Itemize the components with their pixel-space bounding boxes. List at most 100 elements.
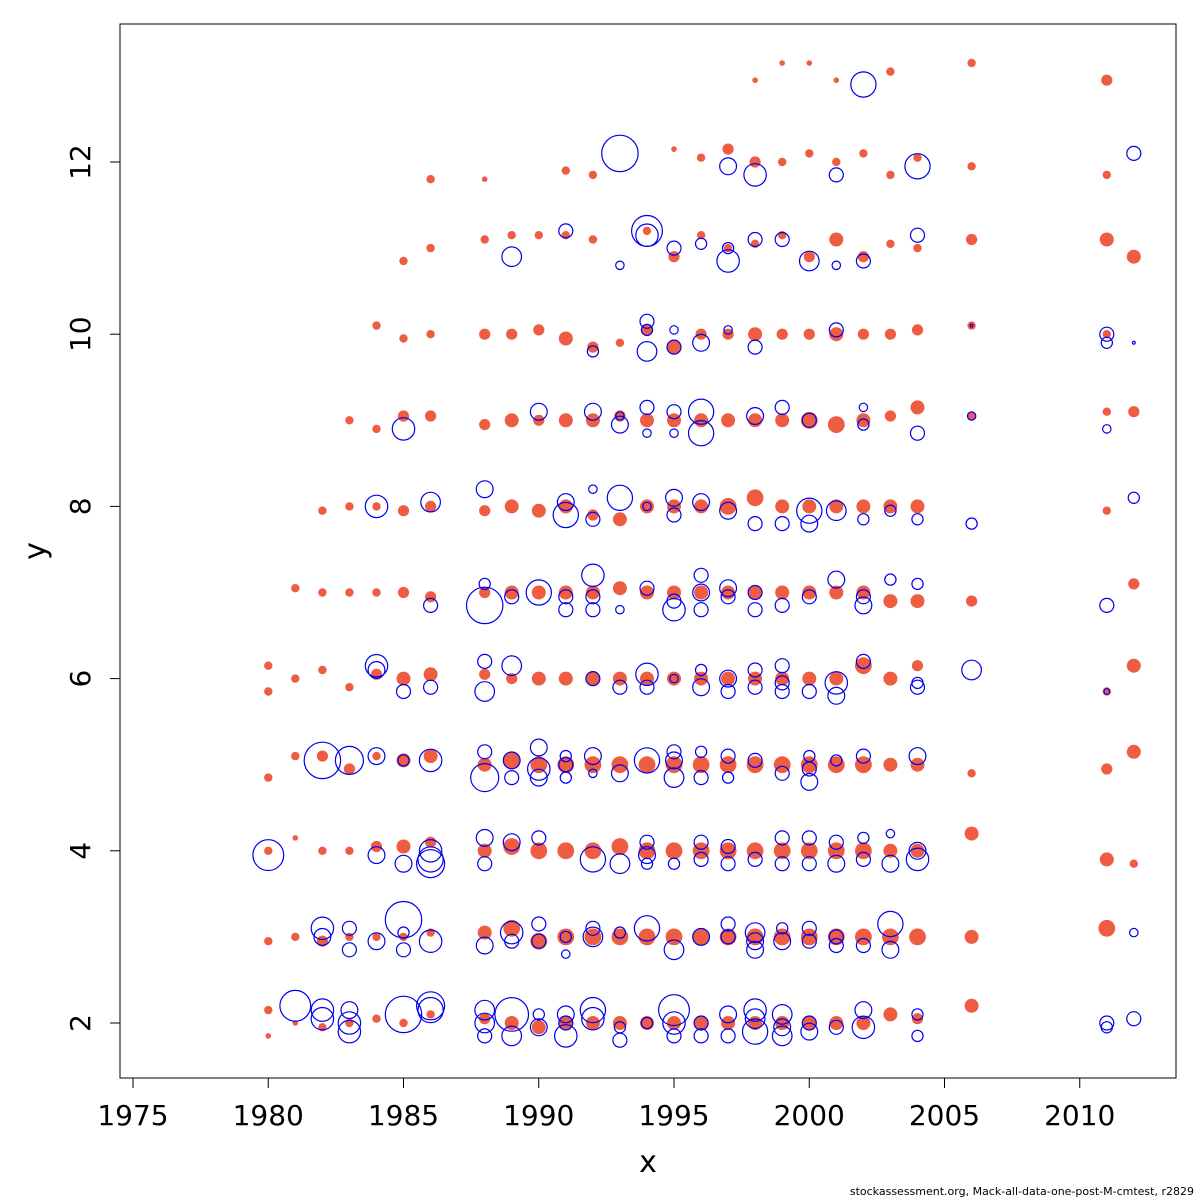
open-bubble — [771, 1025, 793, 1047]
open-bubble — [855, 851, 872, 868]
open-bubble — [692, 678, 711, 697]
open-bubble — [639, 313, 655, 329]
filled-bubble — [1102, 407, 1112, 416]
open-bubble — [558, 602, 574, 618]
open-bubble — [693, 834, 709, 850]
filled-bubble — [800, 842, 818, 860]
open-bubble — [961, 659, 982, 681]
open-bubble — [776, 922, 789, 935]
filled-bubble — [748, 413, 763, 428]
filled-bubble — [802, 585, 817, 600]
open-bubble — [664, 751, 683, 770]
open-bubble — [633, 747, 661, 774]
footer-credit: stockassessment.org, Mack-all-data-one-p… — [849, 1185, 1194, 1198]
open-bubble — [662, 597, 686, 622]
filled-bubble — [827, 416, 845, 433]
open-bubble — [667, 857, 681, 870]
filled-bubble — [612, 671, 627, 686]
filled-bubble — [504, 499, 519, 514]
filled-bubble — [913, 153, 922, 162]
y-axis: 2 4 6 8 10 12 — [64, 144, 121, 1032]
filled-bubble — [827, 842, 845, 860]
open-bubble — [581, 563, 605, 588]
filled-bubble — [967, 321, 976, 330]
open-bubble — [1099, 597, 1115, 614]
open-bubble — [391, 417, 416, 441]
open-bubble — [801, 761, 817, 777]
filled-bubble — [1098, 919, 1116, 937]
open-bubble — [630, 214, 663, 247]
open-bubble — [828, 834, 844, 850]
open-bubble — [857, 418, 870, 431]
x-tick-label: 1980 — [233, 1099, 304, 1132]
filled-bubble — [615, 338, 625, 347]
open-bubble — [881, 854, 900, 873]
open-bubble — [418, 748, 443, 773]
filled-bubble — [372, 321, 381, 330]
open-bubble — [909, 227, 926, 243]
filled-bubble — [426, 330, 435, 339]
open-bubble — [477, 744, 493, 760]
filled-bubble — [776, 328, 788, 340]
filled-bubble — [967, 411, 976, 421]
open-bubble — [827, 854, 846, 873]
open-bubble — [719, 157, 738, 176]
open-bubble — [828, 937, 844, 954]
filled-bubble — [805, 149, 814, 158]
filled-bubble — [479, 505, 491, 517]
open-bubble — [529, 768, 548, 787]
y-tick-label: 2 — [64, 1014, 97, 1032]
open-bubble — [470, 762, 500, 793]
open-bubble — [586, 345, 600, 358]
open-bubble — [337, 1011, 362, 1035]
open-bubble — [801, 933, 817, 949]
open-bubble — [774, 856, 790, 872]
y-tick-label: 12 — [64, 144, 97, 180]
open-bubble — [640, 323, 654, 337]
open-bubble — [773, 1018, 792, 1037]
open-bubble — [416, 849, 446, 879]
open-bubble — [334, 745, 364, 776]
filled-bubble — [778, 157, 787, 167]
filled-bubble — [886, 239, 895, 248]
filled-bubble — [667, 340, 681, 355]
filled-bubble — [773, 842, 791, 860]
x-tick-label: 2000 — [774, 1099, 845, 1132]
open-bubble — [397, 754, 410, 767]
filled-bubble — [752, 77, 758, 83]
open-bubble — [526, 757, 551, 781]
filled-bubble — [859, 149, 868, 158]
open-bubble — [746, 932, 765, 951]
filled-bubble — [964, 929, 979, 944]
filled-bubble — [345, 588, 354, 597]
filled-bubble — [477, 843, 492, 858]
filled-bubble — [612, 1016, 627, 1030]
x-tick-label: 1995 — [638, 1099, 709, 1132]
open-bubble — [694, 237, 708, 250]
open-bubble — [666, 404, 682, 420]
open-bubble — [721, 241, 735, 255]
filled-bubble — [966, 233, 978, 246]
open-bubble — [855, 937, 872, 954]
filled-bubble — [855, 928, 872, 946]
open-bubble — [531, 933, 547, 949]
open-bubble — [609, 853, 631, 875]
open-bubble — [854, 1001, 873, 1020]
open-bubble — [744, 1008, 766, 1030]
open-bubble — [310, 916, 335, 941]
filled-bubble — [504, 585, 519, 600]
open-bubble — [613, 926, 627, 939]
filled-bubble — [696, 231, 706, 240]
open-bubble — [337, 1019, 362, 1044]
open-bubble — [502, 833, 521, 852]
filled-bubble — [638, 928, 656, 946]
filled-bubble — [584, 842, 602, 860]
open-bubble — [743, 163, 767, 187]
open-bubble — [747, 752, 763, 769]
open-bubble — [720, 929, 736, 945]
filled-bubble — [612, 581, 627, 596]
open-bubble — [420, 491, 442, 513]
open-bubble — [559, 771, 573, 784]
open-bubble — [499, 920, 524, 945]
open-bubble — [531, 830, 547, 846]
